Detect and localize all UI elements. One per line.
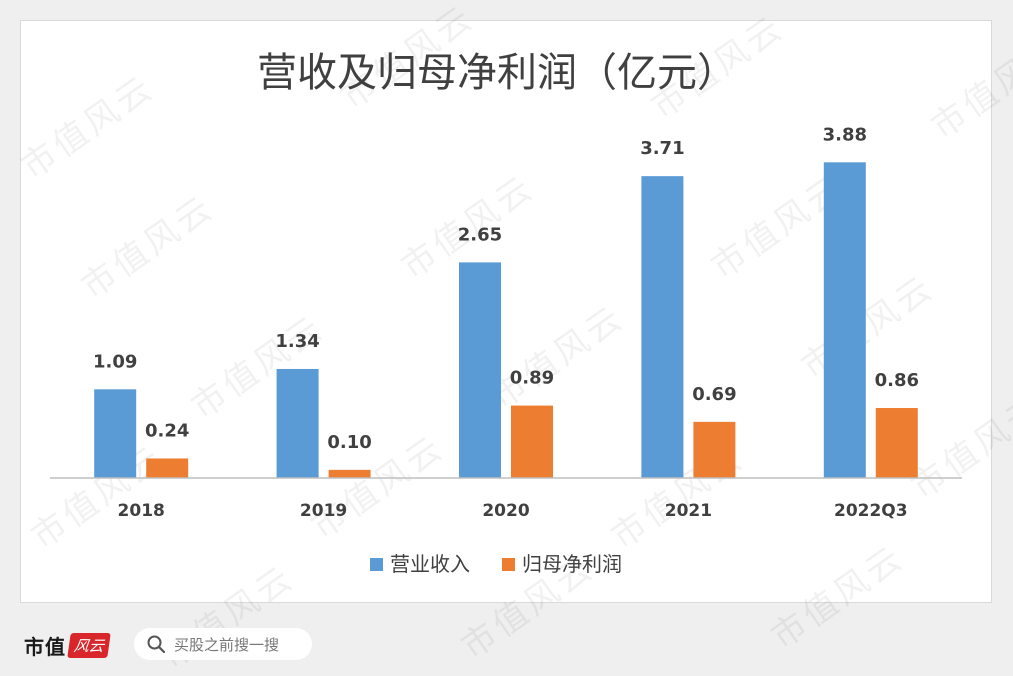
data-label-revenue-2021: 3.71 bbox=[640, 138, 684, 159]
bars-group: 1.09 0.24 1.34 0.10 2.65 0.89 3.71 0.69 3.88 0.86 bbox=[93, 124, 919, 479]
data-label-net-profit-2021: 0.69 bbox=[692, 384, 736, 405]
bar-chart: 营收及归母净利润（亿元） 1.09 0.24 1.34 0.10 2.65 0.89 3.7… bbox=[50, 50, 962, 576]
bar-revenue-2020 bbox=[459, 262, 501, 478]
footer-bar: 市值 风云 买股之前搜一搜 bbox=[0, 612, 1013, 676]
data-label-revenue-2019: 1.34 bbox=[275, 331, 319, 352]
data-label-net-profit-2020: 0.89 bbox=[510, 368, 554, 389]
x-tick-label-2018: 2018 bbox=[118, 501, 165, 521]
bar-net-profit-2020 bbox=[511, 405, 553, 478]
data-label-revenue-2022Q3: 3.88 bbox=[823, 124, 867, 145]
legend: 营业收入 归母净利润 bbox=[370, 552, 622, 576]
bar-net-profit-2019 bbox=[328, 469, 371, 478]
data-label-net-profit-2018: 0.24 bbox=[145, 420, 189, 441]
bar-revenue-2019 bbox=[276, 368, 319, 478]
x-tick-labels: 2018 2019 2020 2021 2022Q3 bbox=[118, 501, 908, 521]
chart-title: 营收及归母净利润（亿元） bbox=[257, 50, 737, 96]
search-icon bbox=[147, 635, 166, 654]
bar-net-profit-2022Q3 bbox=[875, 408, 918, 478]
legend-swatch-net-profit bbox=[502, 558, 515, 571]
bar-revenue-2021 bbox=[641, 176, 684, 478]
x-tick-label-2020: 2020 bbox=[482, 501, 529, 521]
data-label-net-profit-2022Q3: 0.86 bbox=[875, 370, 919, 391]
bar-revenue-2022Q3 bbox=[823, 162, 866, 479]
legend-label-revenue: 营业收入 bbox=[390, 552, 470, 576]
bar-net-profit-2018 bbox=[146, 458, 189, 478]
search-placeholder: 买股之前搜一搜 bbox=[174, 635, 280, 654]
bar-revenue-2018 bbox=[94, 389, 137, 478]
legend-label-net-profit: 归母净利润 bbox=[522, 552, 622, 576]
search-box[interactable]: 买股之前搜一搜 bbox=[134, 628, 312, 660]
data-label-net-profit-2019: 0.10 bbox=[327, 432, 371, 453]
brand-logo[interactable]: 市值 风云 bbox=[24, 628, 111, 662]
x-tick-label-2021: 2021 bbox=[665, 501, 712, 521]
data-label-revenue-2020: 2.65 bbox=[458, 224, 502, 245]
legend-swatch-revenue bbox=[370, 558, 383, 571]
bar-net-profit-2021 bbox=[693, 421, 736, 478]
brand-badge: 风云 bbox=[67, 632, 111, 658]
data-label-revenue-2018: 1.09 bbox=[93, 351, 137, 372]
x-tick-label-2019: 2019 bbox=[300, 501, 347, 521]
brand-text: 市值 bbox=[24, 634, 66, 659]
x-tick-label-2022Q3: 2022Q3 bbox=[834, 501, 908, 521]
